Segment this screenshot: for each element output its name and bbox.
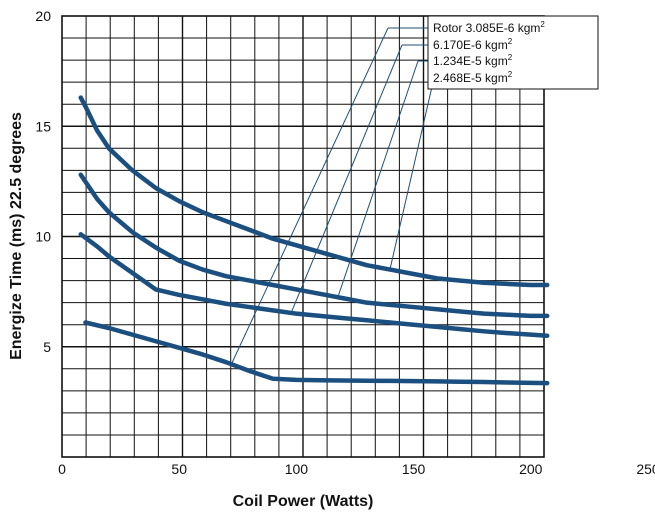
grid	[62, 16, 544, 457]
legend-entry: 6.170E-6 kgm2	[433, 37, 513, 52]
series-line-3	[78, 172, 550, 319]
y-tick-label: 5	[43, 339, 51, 355]
series-line-1	[83, 320, 550, 386]
legend-entry-label: 1.234E-5 kgm	[433, 54, 508, 68]
x-tick-label: 100	[285, 461, 309, 477]
series-line-4	[78, 95, 550, 288]
x-tick-label: 250	[636, 461, 655, 477]
legend-entry-label: 6.170E-6 kgm	[433, 38, 508, 52]
legend-entry-label: Rotor 3.085E-6 kgm	[433, 21, 540, 35]
legend-entry: 2.468E-5 kgm2	[433, 70, 513, 85]
leader-line	[389, 77, 435, 269]
series-group	[78, 95, 550, 386]
y-tick-label: 15	[35, 118, 51, 134]
series-line-2	[78, 232, 550, 338]
y-tick-label: 20	[35, 8, 51, 24]
x-tick-label: 150	[402, 461, 426, 477]
legend-entry-superscript: 2	[508, 53, 513, 62]
legend-entry: Rotor 3.085E-6 kgm2	[433, 20, 545, 35]
x-axis-title: Coil Power (Watts)	[233, 493, 374, 510]
legend-box	[427, 15, 599, 90]
x-tick-label: 50	[171, 461, 187, 477]
y-tick-label: 10	[35, 229, 51, 245]
x-tick-label: 200	[519, 461, 543, 477]
leader-line	[291, 44, 403, 312]
y-axis-title: Energize Time (ms) 22.5 degrees	[8, 112, 25, 360]
legend-entry-superscript: 2	[540, 20, 545, 29]
legend-entry-superscript: 2	[508, 70, 513, 79]
leader-lines	[230, 27, 435, 366]
x-tick-label: 0	[58, 461, 66, 477]
tick-labels: 0 50 100 150 200 250 5 10 15 20	[35, 8, 655, 477]
legend-entry-label: 2.468E-5 kgm	[433, 71, 508, 85]
leader-line	[338, 60, 419, 296]
legend-entry: 1.234E-5 kgm2	[433, 53, 513, 68]
legend-entry-superscript: 2	[508, 37, 513, 46]
